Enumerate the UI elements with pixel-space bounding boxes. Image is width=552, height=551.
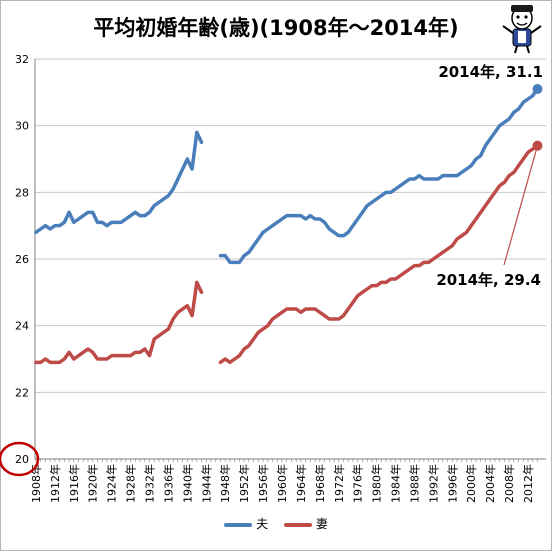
legend-item-husband: 夫 [224,515,268,532]
x-tick-label: 1940年 [180,464,194,503]
x-tick-label: 1932年 [143,464,157,503]
x-tick-label: 1916年 [67,464,81,503]
x-tick-label: 1964年 [294,464,308,503]
end-point-husband [532,84,543,94]
legend-swatch-husband [224,522,253,527]
x-tick-label: 1976年 [351,464,365,503]
x-tick-label: 1928年 [124,464,138,503]
end-label-wife: 2014年, 29.4 [436,271,541,289]
y-tick-label: 20 [15,453,29,466]
x-tick-label: 1920年 [86,464,100,503]
y-tick-label: 32 [15,53,29,66]
series-line-husband [218,87,540,265]
baseline-highlight-circle [0,441,40,477]
series-line-wife [34,280,204,365]
x-tick-label: 2008年 [502,464,516,503]
legend-swatch-wife [283,522,312,527]
legend-item-wife: 妻 [283,515,328,532]
x-tick-label: 1960年 [275,464,289,503]
x-tick-label: 1980年 [370,464,384,503]
x-tick-label: 1908年 [29,464,43,503]
y-tick-label: 28 [15,186,29,199]
x-tick-label: 1936年 [161,464,175,503]
gridlines [35,58,546,460]
annotations: 2014年, 31.1 2014年, 29.4 [436,63,543,289]
y-tick-label: 30 [15,120,29,133]
x-tick-label: 1912年 [48,464,62,503]
y-tick-label: 26 [15,253,29,266]
legend-label-wife: 妻 [315,517,328,531]
x-tick-label: 1996年 [445,464,459,503]
x-tick-label: 1984年 [389,464,403,503]
series-line-husband [34,130,204,235]
y-tick-label: 22 [15,386,29,399]
x-tick-label: 1948年 [218,464,232,503]
x-tick-label: 1944年 [199,464,213,503]
chart-title: 平均初婚年齢(歳)(1908年〜2014年) [93,16,459,40]
end-label-husband: 2014年, 31.1 [438,63,543,81]
x-tick-label: 2004年 [483,464,497,503]
x-tick-label: 1988年 [407,464,421,503]
series-lines [34,84,543,365]
x-tick-label: 1968年 [313,464,327,503]
x-tick-label: 2000年 [464,464,478,503]
x-tick-label: 1924年 [105,464,119,503]
x-tick-label: 1956年 [256,464,270,503]
callout-leader-wife [503,145,539,266]
y-tick-label: 24 [15,320,29,333]
cartoon-mascot-icon [497,2,547,54]
legend-label-husband: 夫 [256,517,269,531]
x-tick-label: 1952年 [237,464,251,503]
x-tick-label: 2012年 [521,464,535,503]
x-tick-label: 1992年 [426,464,440,503]
series-line-wife [218,143,540,365]
legend: 夫 妻 [0,515,552,532]
axes: 20 22 24 26 28 30 32 1908年 1912年 1916年 1920年 1924年 1… [0,53,546,503]
x-tick-label: 1972年 [332,464,346,503]
